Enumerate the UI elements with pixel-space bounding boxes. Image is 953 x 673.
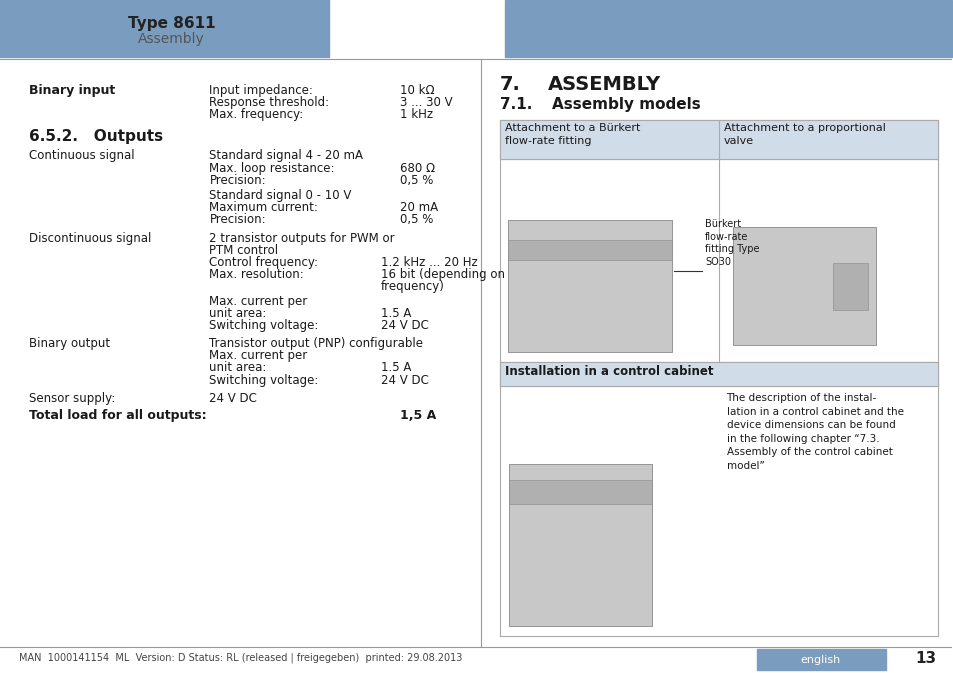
Text: 1.5 A: 1.5 A [380, 307, 411, 320]
Text: Transistor output (PNP) configurable: Transistor output (PNP) configurable [210, 337, 423, 350]
Text: Binary output: Binary output [29, 337, 110, 350]
Text: Bürkert
flow-rate
fitting Type
SO30: Bürkert flow-rate fitting Type SO30 [704, 219, 759, 267]
Text: Total load for all outputs:: Total load for all outputs: [29, 409, 206, 422]
Text: Precision:: Precision: [210, 213, 266, 226]
Text: Assembly: Assembly [138, 32, 205, 46]
Text: PTM control: PTM control [210, 244, 278, 256]
Text: 1.2 kHz ... 20 Hz: 1.2 kHz ... 20 Hz [380, 256, 477, 269]
Text: Switching voltage:: Switching voltage: [210, 374, 318, 386]
Text: Continuous signal: Continuous signal [29, 149, 134, 162]
Text: Installation in a control cabinet: Installation in a control cabinet [504, 365, 713, 378]
Text: Max. current per: Max. current per [210, 349, 308, 362]
Bar [0, 0, 328, 57]
Text: Control frequency:: Control frequency: [210, 256, 318, 269]
Text: Max. loop resistance:: Max. loop resistance: [210, 162, 335, 174]
Text: Precision:: Precision: [210, 174, 266, 186]
Text: 2 transistor outputs for PWM or: 2 transistor outputs for PWM or [210, 232, 395, 244]
Text: 24 V DC: 24 V DC [380, 374, 428, 386]
Bar [499, 120, 937, 159]
Text: Response threshold:: Response threshold: [210, 96, 330, 109]
Text: 13: 13 [914, 651, 935, 666]
Text: bürkert: bürkert [622, 17, 710, 37]
Text: 6.5.2.   Outputs: 6.5.2. Outputs [29, 129, 163, 144]
Text: Assembly models: Assembly models [552, 97, 700, 112]
Text: The description of the instal-
lation in a control cabinet and the
device dimens: The description of the instal- lation in… [726, 393, 902, 471]
Text: 3 ... 30 V: 3 ... 30 V [399, 96, 452, 109]
Text: Attachment to a proportional
valve: Attachment to a proportional valve [723, 123, 884, 146]
Text: 1,5 A: 1,5 A [399, 409, 436, 422]
Text: unit area:: unit area: [210, 361, 267, 374]
Text: Type 8611: Type 8611 [128, 16, 215, 31]
Text: 0,5 %: 0,5 % [399, 174, 433, 186]
Text: Sensor supply:: Sensor supply: [29, 392, 114, 404]
Text: ASSEMBLY: ASSEMBLY [547, 75, 660, 94]
Text: 1 kHz: 1 kHz [399, 108, 433, 121]
Text: 24 V DC: 24 V DC [380, 319, 428, 332]
Text: FLUID CONTROL SYSTEMS: FLUID CONTROL SYSTEMS [612, 36, 720, 45]
Text: Max. frequency:: Max. frequency: [210, 108, 303, 121]
Text: 7.: 7. [499, 75, 520, 94]
Text: Maximum current:: Maximum current: [210, 201, 318, 214]
Text: 24 V DC: 24 V DC [210, 392, 257, 404]
Text: 0,5 %: 0,5 % [399, 213, 433, 226]
Text: Attachment to a Bürkert
flow-rate fitting: Attachment to a Bürkert flow-rate fittin… [504, 123, 639, 146]
Text: Switching voltage:: Switching voltage: [210, 319, 318, 332]
Text: 680 Ω: 680 Ω [399, 162, 435, 174]
Text: 20 mA: 20 mA [399, 201, 437, 214]
Bar [504, 0, 951, 57]
Bar [509, 480, 651, 504]
Text: 10 kΩ: 10 kΩ [399, 84, 435, 97]
Bar [757, 649, 884, 670]
Bar [509, 464, 651, 626]
Text: MAN  1000141154  ML  Version: D Status: RL (released | freigegeben)  printed: 29: MAN 1000141154 ML Version: D Status: RL … [19, 653, 462, 664]
Text: Standard signal 4 - 20 mA: Standard signal 4 - 20 mA [210, 149, 363, 162]
Text: Input impedance:: Input impedance: [210, 84, 313, 97]
Text: english: english [800, 655, 840, 664]
Text: 16 bit (depending on: 16 bit (depending on [380, 268, 504, 281]
Text: Binary input: Binary input [29, 84, 114, 97]
Text: 7.1.: 7.1. [499, 97, 532, 112]
Text: Max. resolution:: Max. resolution: [210, 268, 304, 281]
Text: 1.5 A: 1.5 A [380, 361, 411, 374]
Bar [733, 227, 875, 345]
Bar [507, 220, 671, 352]
Text: unit area:: unit area: [210, 307, 267, 320]
Text: Standard signal 0 - 10 V: Standard signal 0 - 10 V [210, 189, 352, 202]
Bar [832, 262, 867, 310]
Text: frequency): frequency) [380, 280, 444, 293]
Bar [499, 362, 937, 386]
Text: Discontinuous signal: Discontinuous signal [29, 232, 151, 244]
Bar [507, 240, 671, 260]
Text: Max. current per: Max. current per [210, 295, 308, 308]
